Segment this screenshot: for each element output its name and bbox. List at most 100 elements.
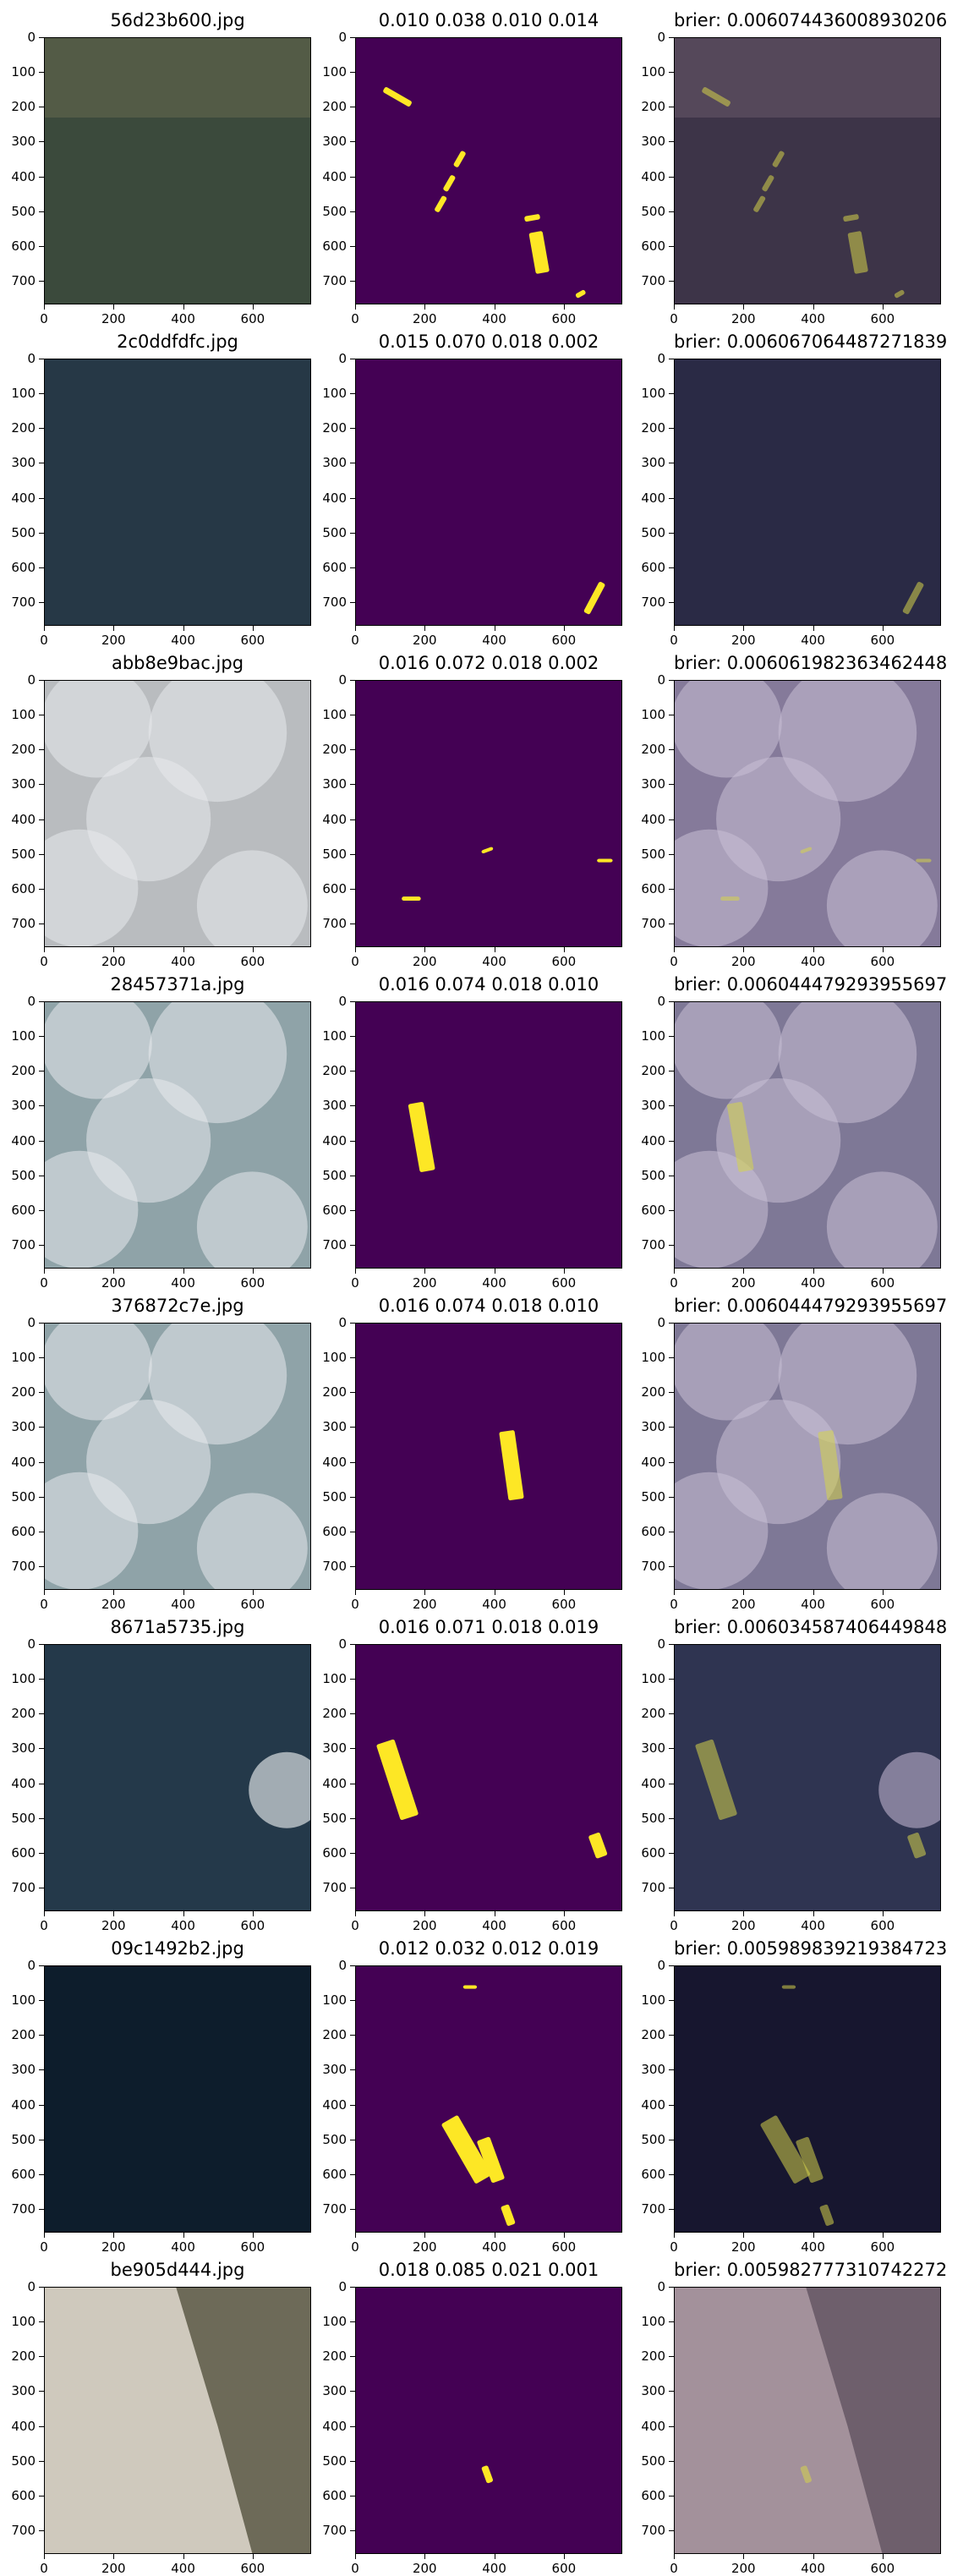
panel-filename: 56d23b600.jpg xyxy=(44,10,311,30)
x-tick-mark xyxy=(183,1590,184,1595)
x-tick-mark xyxy=(355,1911,356,1916)
y-tick-mark xyxy=(39,2391,44,2392)
x-tick-mark xyxy=(743,1911,744,1916)
x-tick-label: 0 xyxy=(27,1275,61,1291)
y-tick-label: 100 xyxy=(313,64,347,79)
y-tick-mark xyxy=(669,1679,674,1680)
y-tick-label: 200 xyxy=(632,1384,665,1400)
y-tick-mark xyxy=(669,1965,674,1966)
y-tick-mark xyxy=(669,1210,674,1211)
x-tick-mark xyxy=(44,2554,45,2559)
satellite-image xyxy=(44,1644,311,1911)
x-tick-mark xyxy=(424,2554,425,2559)
y-tick-label: 100 xyxy=(313,386,347,401)
y-tick-mark xyxy=(350,602,355,603)
y-tick-label: 500 xyxy=(313,204,347,219)
x-tick-mark xyxy=(564,1590,565,1595)
y-tick-mark xyxy=(669,889,674,890)
overlay-image xyxy=(674,1323,941,1590)
y-tick-mark xyxy=(669,498,674,499)
x-tick-label: 200 xyxy=(408,633,441,648)
panel-scores: 0.016 0.074 0.018 0.010 xyxy=(355,1296,622,1316)
overlay-image xyxy=(674,680,941,947)
y-tick-label: 300 xyxy=(2,776,36,792)
x-tick-mark xyxy=(183,2554,184,2559)
y-tick-label: 0 xyxy=(2,1315,36,1330)
x-tick-label: 200 xyxy=(96,311,130,326)
panel-filename: 376872c7e.jpg xyxy=(44,1296,311,1316)
y-tick-label: 100 xyxy=(2,1028,36,1044)
y-tick-mark xyxy=(39,428,44,429)
y-tick-mark xyxy=(350,2391,355,2392)
y-tick-mark xyxy=(669,567,674,568)
y-tick-label: 500 xyxy=(313,2453,347,2469)
x-tick-label: 600 xyxy=(547,1597,581,1612)
x-tick-label: 0 xyxy=(338,2239,372,2255)
x-tick-mark xyxy=(183,947,184,952)
x-tick-label: 600 xyxy=(866,954,900,969)
y-tick-mark xyxy=(39,1497,44,1498)
x-tick-label: 600 xyxy=(547,311,581,326)
y-tick-label: 300 xyxy=(2,2062,36,2077)
y-tick-label: 600 xyxy=(313,1845,347,1861)
y-tick-label: 500 xyxy=(2,1168,36,1183)
y-tick-label: 300 xyxy=(313,134,347,149)
x-tick-label: 600 xyxy=(236,954,270,969)
y-tick-label: 200 xyxy=(632,2349,665,2364)
x-tick-label: 600 xyxy=(866,311,900,326)
y-tick-mark xyxy=(350,1748,355,1749)
y-tick-label: 300 xyxy=(632,455,665,470)
x-tick-mark xyxy=(813,2554,814,2559)
x-tick-mark xyxy=(743,1590,744,1595)
y-tick-label: 500 xyxy=(632,2453,665,2469)
y-tick-mark xyxy=(350,1679,355,1680)
y-tick-mark xyxy=(39,819,44,820)
x-tick-mark xyxy=(813,304,814,310)
y-tick-mark xyxy=(39,1071,44,1072)
y-tick-label: 300 xyxy=(2,1419,36,1434)
y-tick-mark xyxy=(39,141,44,142)
x-tick-label: 200 xyxy=(726,954,760,969)
x-tick-label: 0 xyxy=(338,1597,372,1612)
y-tick-mark xyxy=(669,1566,674,1567)
x-tick-mark xyxy=(355,1590,356,1595)
y-tick-label: 700 xyxy=(313,916,347,931)
y-tick-mark xyxy=(669,1427,674,1428)
y-tick-label: 200 xyxy=(2,1063,36,1078)
y-tick-label: 700 xyxy=(2,1237,36,1252)
x-tick-mark xyxy=(253,1911,254,1916)
x-tick-label: 400 xyxy=(478,2561,512,2576)
x-tick-mark xyxy=(883,1590,884,1595)
y-tick-mark xyxy=(669,1357,674,1358)
y-tick-mark xyxy=(350,1036,355,1037)
x-tick-mark xyxy=(813,947,814,952)
x-tick-label: 400 xyxy=(478,1275,512,1291)
y-tick-mark xyxy=(669,1818,674,1819)
y-tick-label: 500 xyxy=(632,847,665,862)
y-tick-label: 300 xyxy=(313,455,347,470)
y-tick-mark xyxy=(39,1644,44,1645)
y-tick-label: 400 xyxy=(632,1133,665,1148)
y-tick-label: 300 xyxy=(632,1740,665,1756)
y-tick-label: 700 xyxy=(313,1559,347,1574)
x-tick-label: 400 xyxy=(478,311,512,326)
y-tick-mark xyxy=(669,1392,674,1393)
x-tick-label: 0 xyxy=(657,1597,691,1612)
y-tick-label: 0 xyxy=(313,672,347,688)
x-tick-mark xyxy=(674,1269,675,1274)
x-tick-label: 600 xyxy=(866,1275,900,1291)
y-tick-label: 700 xyxy=(313,2201,347,2217)
y-tick-mark xyxy=(350,1001,355,1002)
y-tick-mark xyxy=(39,1357,44,1358)
y-tick-label: 400 xyxy=(2,1133,36,1148)
x-tick-label: 600 xyxy=(547,1275,581,1291)
y-tick-mark xyxy=(39,567,44,568)
y-tick-label: 700 xyxy=(632,2523,665,2538)
y-tick-label: 400 xyxy=(2,2419,36,2434)
y-tick-label: 500 xyxy=(313,847,347,862)
x-tick-label: 400 xyxy=(796,2239,830,2255)
x-tick-mark xyxy=(674,626,675,631)
y-tick-mark xyxy=(39,1748,44,1749)
x-tick-mark xyxy=(424,1911,425,1916)
y-tick-mark xyxy=(39,246,44,247)
